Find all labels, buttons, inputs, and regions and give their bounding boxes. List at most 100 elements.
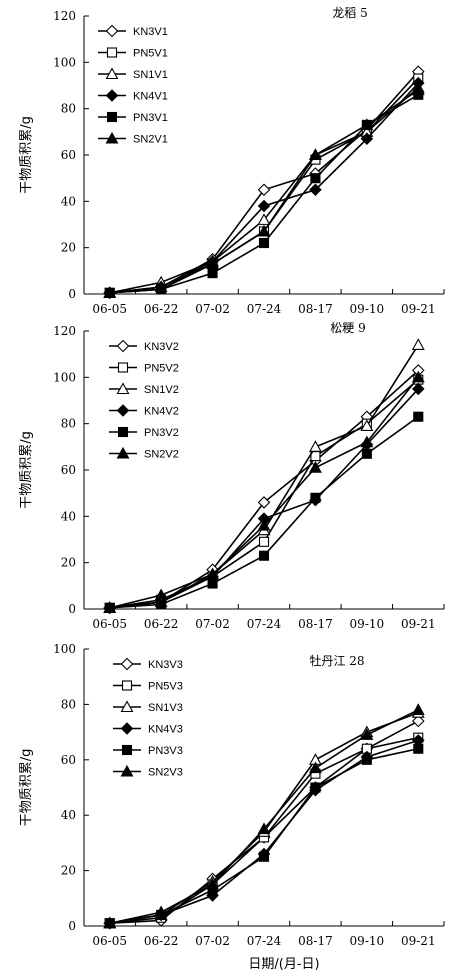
x-tick-label: 06-05: [92, 617, 127, 631]
y-tick-label: 80: [61, 417, 76, 431]
legend-marker: [120, 700, 134, 713]
data-point: [412, 714, 425, 728]
data-point: [361, 448, 372, 459]
x-tick-label: 07-24: [247, 302, 282, 316]
y-tick-label: 80: [61, 102, 76, 116]
data-point: [257, 822, 271, 835]
x-tick-label: 08-17: [298, 617, 333, 631]
y-tick-label: 0: [68, 919, 76, 933]
y-tick-label: 40: [61, 194, 76, 208]
legend-marker: [106, 47, 118, 58]
x-axis-label: 日期/(月-日): [248, 957, 319, 972]
data-point: [308, 440, 322, 452]
data-point: [308, 461, 322, 473]
series-SN2V3: [103, 703, 425, 929]
data-point: [257, 224, 271, 237]
data-point: [258, 237, 270, 249]
data-point: [258, 851, 270, 862]
data-point: [411, 338, 425, 350]
data-point: [257, 183, 271, 197]
data-point: [411, 370, 425, 383]
chart-panel-2: 0 20 40 60 80 100 120 06-05 06-22 07-02 07-24 08-17…: [19, 321, 445, 631]
x-tick-label: 06-22: [144, 617, 179, 631]
x-tick-label: 07-02: [195, 302, 230, 316]
legend-label: SN2V1: [133, 134, 168, 146]
legend-label: PN5V3: [148, 681, 183, 693]
y-axis-label: 干物质积累/g: [19, 431, 34, 509]
chart-panel-3: 0 20 40 60 80 100 06-05 06-22 07-02 07-24 08-17 09-…: [19, 642, 445, 972]
legend-marker: [117, 426, 129, 438]
legend-marker: [116, 339, 130, 353]
data-point: [258, 536, 270, 547]
legend-label: SN1V3: [148, 702, 183, 714]
legend-marker: [105, 131, 119, 144]
data-point: [310, 782, 321, 793]
x-tick-label: 09-10: [350, 934, 385, 948]
legend-item: SN1V2: [109, 382, 179, 396]
legend-label: PN3V2: [144, 427, 179, 439]
series-SN2V2: [103, 370, 425, 613]
legend-label: SN1V2: [144, 384, 179, 396]
data-point: [412, 382, 425, 396]
legend-marker: [117, 362, 129, 373]
x-tick-label: 06-22: [144, 934, 179, 948]
data-point: [207, 578, 218, 589]
data-point: [309, 183, 322, 197]
legend-item: KN4V1: [98, 89, 168, 103]
data-point: [257, 518, 271, 531]
legend-marker: [105, 67, 119, 80]
legend-item: PN5V3: [113, 680, 183, 693]
y-tick-label: 0: [68, 602, 76, 616]
legend-label: PN5V2: [144, 363, 179, 375]
data-point: [154, 905, 168, 918]
series-line: [109, 71, 419, 294]
legend-label: SN2V3: [148, 767, 183, 779]
legend-item: PN3V3: [113, 744, 183, 757]
data-point: [360, 728, 374, 740]
legend-marker: [106, 111, 118, 123]
x-tick-label: 06-22: [144, 302, 179, 316]
y-axis-label: 干物质积累/g: [19, 749, 34, 827]
x-tick-label: 08-17: [298, 302, 333, 316]
series-SN1V2: [103, 338, 425, 613]
legend-marker: [105, 24, 119, 38]
data-point: [411, 83, 425, 96]
series-line: [109, 709, 419, 925]
y-tick-label: 0: [68, 287, 76, 301]
x-tick-label: 09-10: [350, 302, 385, 316]
y-tick-label: 60: [61, 753, 76, 767]
data-point: [310, 492, 321, 503]
y-tick-label: 100: [53, 642, 76, 656]
data-point: [257, 496, 271, 509]
y-tick-label: 120: [53, 9, 76, 23]
x-tick-label: 07-24: [247, 617, 282, 631]
legend-item: SN1V3: [113, 700, 183, 714]
x-tick-label: 09-10: [350, 617, 385, 631]
chart-title: 牡丹江 28: [309, 653, 364, 668]
legend-label: PN3V1: [133, 112, 168, 124]
legend-marker: [116, 382, 130, 395]
y-tick-label: 120: [53, 324, 76, 338]
legend-label: KN4V3: [148, 724, 183, 736]
x-tick-label: 08-17: [298, 934, 333, 948]
data-point: [308, 148, 322, 161]
x-tick-label: 09-21: [401, 617, 436, 631]
data-point: [360, 118, 374, 130]
data-point: [413, 743, 424, 754]
data-point: [310, 173, 321, 184]
y-tick-label: 100: [53, 55, 76, 69]
legend-label: SN2V2: [144, 449, 179, 461]
y-tick-label: 40: [61, 509, 76, 523]
series-KN3V2: [103, 364, 425, 615]
legend-item: KN3V2: [109, 339, 179, 353]
legend-marker: [116, 404, 130, 417]
series-PN3V2: [104, 411, 424, 613]
legend-item: PN5V2: [109, 362, 179, 375]
x-tick-label: 07-02: [195, 617, 230, 631]
y-tick-label: 60: [61, 148, 76, 162]
data-point: [156, 599, 167, 610]
data-point: [154, 588, 168, 601]
legend-marker: [120, 657, 134, 671]
x-tick-label: 07-02: [195, 934, 230, 948]
x-tick-label: 06-05: [92, 302, 127, 316]
